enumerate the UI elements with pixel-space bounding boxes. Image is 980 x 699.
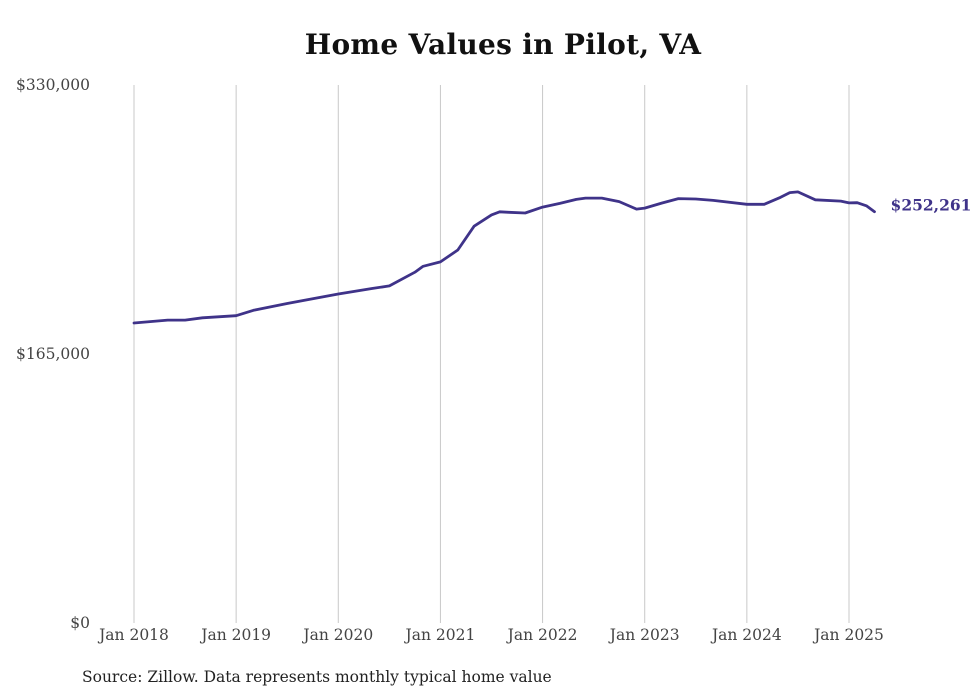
gridlines (133, 85, 850, 623)
x-tick-label: Jan 2020 (301, 626, 373, 644)
x-tick-label: Jan 2024 (710, 626, 782, 644)
x-axis-ticks: Jan 2018 Jan 2019 Jan 2020 Jan 2021 Jan 2022… (97, 626, 884, 644)
x-tick-label: Jan 2019 (199, 626, 271, 644)
y-tick-label: $330,000 (16, 76, 90, 94)
source-note: Source: Zillow. Data represents monthly … (82, 668, 552, 686)
chart-title: Home Values in Pilot, VA (304, 28, 702, 61)
x-tick-label: Jan 2021 (404, 626, 476, 644)
end-value-label: $252,261 (891, 196, 972, 215)
x-tick-label: Jan 2025 (812, 626, 884, 644)
x-tick-label: Jan 2018 (97, 626, 169, 644)
y-tick-label: $0 (70, 614, 90, 632)
x-tick-label: Jan 2022 (506, 626, 578, 644)
y-axis-ticks: $0 $165,000 $330,000 (16, 76, 90, 632)
y-tick-label: $165,000 (16, 345, 90, 363)
x-tick-label: Jan 2023 (608, 626, 680, 644)
series-line (132, 190, 876, 325)
